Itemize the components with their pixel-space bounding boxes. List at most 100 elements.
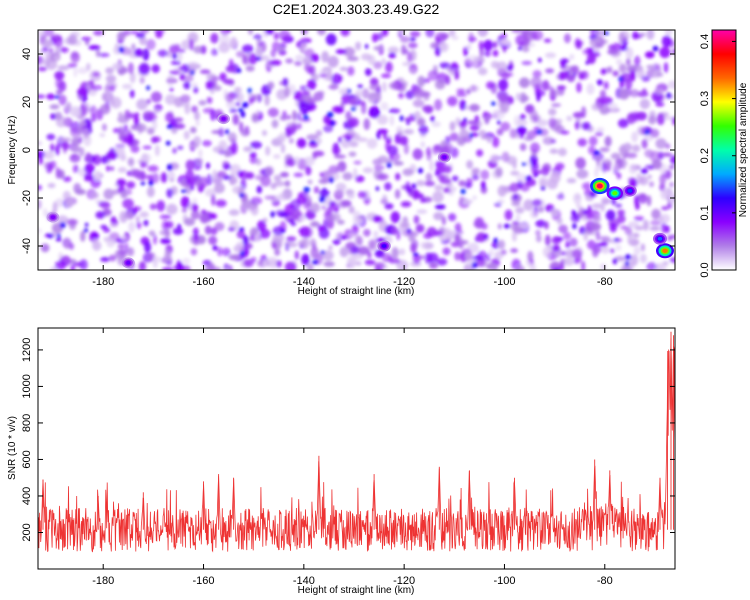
heatmap-cell [264,195,276,200]
heatmap-cell [184,104,191,115]
heatmap-x-axis: -180 -160 -140 -120 -100 -80 [92,30,613,288]
heatmap-cell [395,172,401,181]
heatmap-cell [321,205,327,211]
heatmap-cell [361,88,370,99]
heatmap-cell [463,46,469,57]
heatmap-cell [563,257,574,266]
heatmap-cell [153,108,161,114]
heatmap-cell [310,246,319,259]
heatmap-cell [280,143,286,154]
heatmap-cell [420,241,426,249]
heatmap-cell [112,127,121,134]
heatmap-cell [50,143,55,152]
heatmap-cell [385,137,392,144]
heatmap-cell [406,228,411,234]
heatmap-cell [466,54,479,67]
heatmap-cell [152,256,158,269]
heatmap-cell [529,109,538,120]
heatmap-cell [523,199,534,211]
heatmap-cell [434,184,444,191]
heatmap-cell [574,37,581,49]
heatmap-cell [466,44,472,51]
heatmap-cell [410,242,417,253]
heatmap-cell [557,147,567,157]
heatmap-cell [424,252,433,265]
heatmap-cell [92,238,99,250]
heatmap-cell [661,206,669,211]
heatmap-cell [242,235,249,247]
heatmap-cell [255,158,262,166]
snr-series [38,331,675,553]
heatmap-cell [405,186,413,194]
heatmap-cell [139,36,147,46]
heatmap-cell [636,68,645,79]
heatmap-cell [515,206,525,214]
heatmap-cell [416,118,426,126]
heatmap-cell [77,67,88,74]
heatmap-cell [499,100,510,112]
heatmap-x-axis-label: Height of straight line (km) [298,286,415,297]
heatmap-cell [573,257,579,264]
heatmap-cell [112,63,123,70]
heatmap-cell [659,213,671,224]
heatmap-cell [206,73,217,81]
heatmap-cell [270,211,275,218]
heatmap-y-tick-label: 20 [21,96,33,108]
heatmap-cell [355,41,362,51]
heatmap-cell [376,130,381,140]
snr-y-tick-label: 400 [21,487,33,505]
heatmap-cell [46,133,56,141]
heatmap-cell [239,193,245,198]
heatmap-cell [600,96,613,105]
heatmap-cell [448,186,457,192]
heatmap-cell [284,180,291,187]
heatmap-cell [301,253,310,266]
heatmap-cell [92,72,100,77]
heatmap-cell [285,158,296,167]
heatmap-cell [142,145,152,150]
heatmap-cell [166,188,174,198]
snr-x-tick-label: -120 [393,575,415,587]
heatmap-cell [309,221,321,228]
heatmap-cell [593,150,600,156]
heatmap-cell [574,121,580,130]
heatmap-cell [625,57,631,66]
heatmap-cell [394,189,401,199]
heatmap-cell [644,51,655,59]
heatmap-cell [144,241,152,253]
heatmap-cell [385,61,393,73]
heatmap-cell [273,154,281,159]
heatmap-cell [299,226,311,238]
heatmap-cell [319,172,324,177]
heatmap-cell [141,170,146,181]
heatmap-cell [118,249,126,257]
heatmap-cell [549,171,561,184]
heatmap-cell [409,30,421,38]
heatmap-cell [170,60,182,66]
heatmap-cell [590,30,600,37]
heatmap-cell [318,178,329,184]
heatmap-cell [64,237,70,250]
snr-y-axis-label: SNR (10 * v/v) [7,416,18,480]
heatmap-cell [160,172,168,183]
heatmap-cell [217,170,227,178]
snr-y-tick-label: 600 [21,450,33,468]
heatmap-cell [369,77,379,86]
heatmap-cell [412,254,421,264]
heatmap-cell [399,115,404,122]
heatmap-cell [225,129,230,135]
heatmap-cell [161,220,169,231]
heatmap-cell [38,199,42,210]
heatmap-cell [184,217,196,226]
heatmap-cell [146,186,155,198]
heatmap-cell [211,194,216,207]
heatmap-cell [169,44,179,54]
heatmap-cell [317,90,325,96]
heatmap-cell [389,115,395,127]
heatmap-cell [159,214,172,220]
heatmap-cell [117,243,126,250]
heatmap-cell [401,61,412,67]
heatmap-cell [437,174,446,181]
heatmap-cell [659,46,671,59]
heatmap-cell [572,223,577,230]
